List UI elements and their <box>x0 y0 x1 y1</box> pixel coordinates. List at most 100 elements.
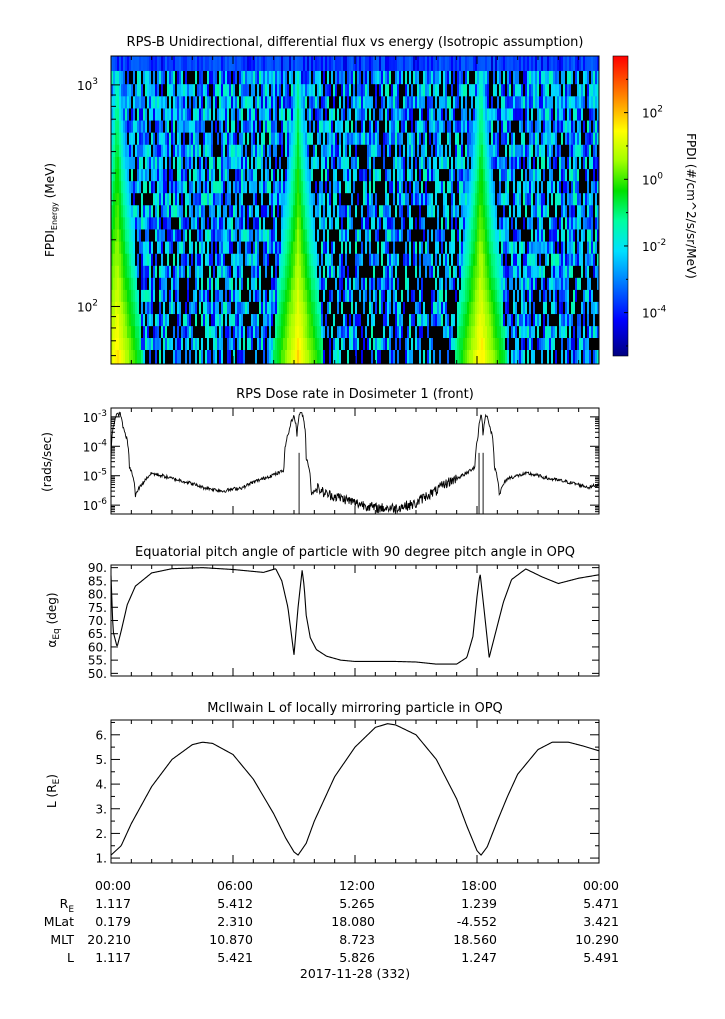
spectrogram-cell <box>133 70 136 85</box>
spectrogram-cell <box>401 241 404 254</box>
spectrogram-cell <box>461 229 464 242</box>
spectrogram-cell <box>307 168 310 182</box>
spectrogram-cell <box>281 132 284 145</box>
spectrogram-cell <box>241 253 244 266</box>
spectrogram-cell <box>315 301 318 315</box>
spectrogram-cell <box>137 241 140 254</box>
spectrogram-cell <box>485 277 488 290</box>
spectrogram-cell <box>173 56 176 71</box>
spectrogram-cell <box>483 95 486 109</box>
spectrogram-cell <box>495 120 498 133</box>
spectrogram-cell <box>417 70 420 85</box>
spectrogram-cell <box>133 325 136 338</box>
spectrogram-cell <box>453 95 456 109</box>
spectrogram-cell <box>143 229 146 242</box>
spectrogram-cell <box>231 83 234 97</box>
spectrogram-cell <box>469 168 472 182</box>
spectrogram-cell <box>205 132 208 145</box>
spectrogram-cell <box>149 204 152 218</box>
spectrogram-cell <box>445 216 448 230</box>
spectrogram-cell <box>159 277 162 290</box>
spectrogram-cell <box>393 301 396 315</box>
spectrogram-cell <box>285 253 288 266</box>
spectrogram-cell <box>121 83 124 97</box>
spectrogram-cell <box>283 83 286 97</box>
spectrogram-cell <box>415 241 418 254</box>
spectrogram-cell <box>265 156 268 170</box>
spectrogram-cell <box>263 83 266 97</box>
spectrogram-cell <box>351 180 354 194</box>
spectrogram-cell <box>401 337 404 350</box>
spectrogram-cell <box>127 168 130 182</box>
spectrogram-cell <box>119 265 122 278</box>
spectrogram-cell <box>445 265 448 278</box>
spectrogram-cell <box>309 301 312 315</box>
spectrogram-cell <box>373 253 376 266</box>
spectrogram-cell <box>139 180 142 194</box>
spectrogram-cell <box>155 265 158 278</box>
spectrogram-cell <box>267 349 270 365</box>
spectrogram-cell <box>253 349 256 365</box>
spectrogram-cell <box>287 132 290 145</box>
spectrogram-cell <box>423 144 426 157</box>
spectrogram-cell <box>209 120 212 133</box>
spectrogram-cell <box>365 132 368 145</box>
spectrogram-cell <box>413 95 416 109</box>
spectrogram-cell <box>283 349 286 365</box>
spectrogram-cell <box>263 349 266 365</box>
spectrogram-cell <box>429 168 432 182</box>
spectrogram-cell <box>277 325 280 338</box>
spectrogram-cell <box>219 229 222 242</box>
spectrogram-cell <box>495 180 498 194</box>
spectrogram-cell <box>181 253 184 266</box>
spectrogram-cell <box>255 253 258 266</box>
spectrogram-cell <box>333 277 336 290</box>
spectrogram-cell <box>409 265 412 278</box>
spectrogram-cell <box>441 216 444 230</box>
spectrogram-cell <box>199 180 202 194</box>
spectrogram-cell <box>145 168 148 182</box>
spectrogram-cell <box>275 216 278 230</box>
spectrogram-cell <box>315 132 318 145</box>
spectrogram-cell <box>279 216 282 230</box>
spectrogram-cell <box>455 301 458 315</box>
spectrogram-cell <box>395 241 398 254</box>
spectrogram-cell <box>405 349 408 365</box>
spectrogram-cell <box>285 70 288 85</box>
spectrogram-cell <box>477 265 480 278</box>
spectrogram-cell <box>315 70 318 85</box>
spectrogram-cell <box>347 108 350 121</box>
spectrogram-cell <box>467 95 470 109</box>
spectrogram-cell <box>499 289 502 302</box>
spectrogram-cell <box>343 277 346 290</box>
spectrogram-cell <box>405 277 408 290</box>
spectrogram-cell <box>495 204 498 218</box>
spectrogram-cell <box>309 204 312 218</box>
spectrogram-cell <box>293 313 296 327</box>
spectrogram-cell <box>301 156 304 170</box>
spectrogram-cell <box>305 83 308 97</box>
spectrogram-cell <box>275 253 278 266</box>
spectrogram-cell <box>327 325 330 338</box>
spectrogram-cell <box>343 192 346 206</box>
spectrogram-cell <box>419 192 422 206</box>
spectrogram-cell <box>481 204 484 218</box>
spectrogram-cell <box>121 120 124 133</box>
spectrogram-cell <box>467 120 470 133</box>
spectrogram-cell <box>343 349 346 365</box>
spectrogram-cell <box>289 204 292 218</box>
spectrogram-cell <box>385 120 388 133</box>
spectrogram-cell <box>217 289 220 302</box>
spectrogram-cell <box>393 56 396 71</box>
spectrogram-cell <box>449 313 452 327</box>
spectrogram-cell <box>199 289 202 302</box>
spectrogram-cell <box>115 349 118 365</box>
spectrogram-cell <box>231 204 234 218</box>
spectrogram-cell <box>199 168 202 182</box>
spectrogram-cell <box>237 180 240 194</box>
spectrogram-cell <box>259 265 262 278</box>
spectrogram-cell <box>349 108 352 121</box>
spectrogram-cell <box>433 144 436 157</box>
spectrogram-cell <box>395 192 398 206</box>
spectrogram-cell <box>373 144 376 157</box>
